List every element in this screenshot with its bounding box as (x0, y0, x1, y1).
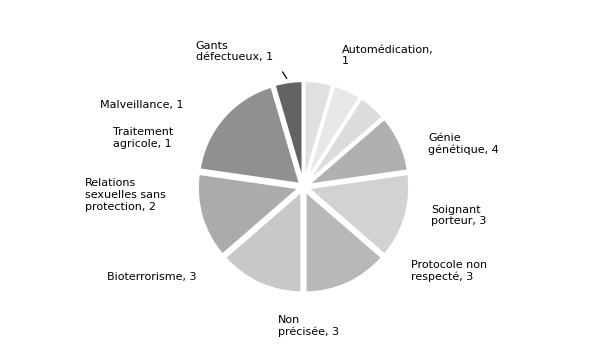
Wedge shape (306, 98, 384, 184)
Text: Génie
génétique, 4: Génie génétique, 4 (428, 133, 499, 155)
Wedge shape (305, 85, 361, 183)
Wedge shape (274, 81, 303, 183)
Text: Bioterrorisme, 3: Bioterrorisme, 3 (107, 272, 196, 282)
Text: Non
précisée, 3: Non précisée, 3 (278, 315, 339, 337)
Text: Malveillance, 1: Malveillance, 1 (100, 100, 183, 110)
Wedge shape (304, 81, 333, 183)
Wedge shape (307, 174, 410, 255)
Text: Automédication,
1: Automédication, 1 (342, 45, 434, 67)
Wedge shape (305, 191, 382, 293)
Wedge shape (199, 86, 300, 184)
Text: Traitement
agricole, 1: Traitement agricole, 1 (112, 127, 173, 149)
Wedge shape (307, 118, 409, 185)
Wedge shape (225, 191, 302, 293)
Text: Protocole non
respecté, 3: Protocole non respecté, 3 (411, 260, 487, 282)
Wedge shape (197, 174, 300, 255)
Text: Gants
défectueux, 1: Gants défectueux, 1 (195, 41, 273, 62)
Text: Relations
sexuelles sans
protection, 2: Relations sexuelles sans protection, 2 (85, 179, 166, 212)
Text: Soignant
porteur, 3: Soignant porteur, 3 (431, 205, 487, 226)
